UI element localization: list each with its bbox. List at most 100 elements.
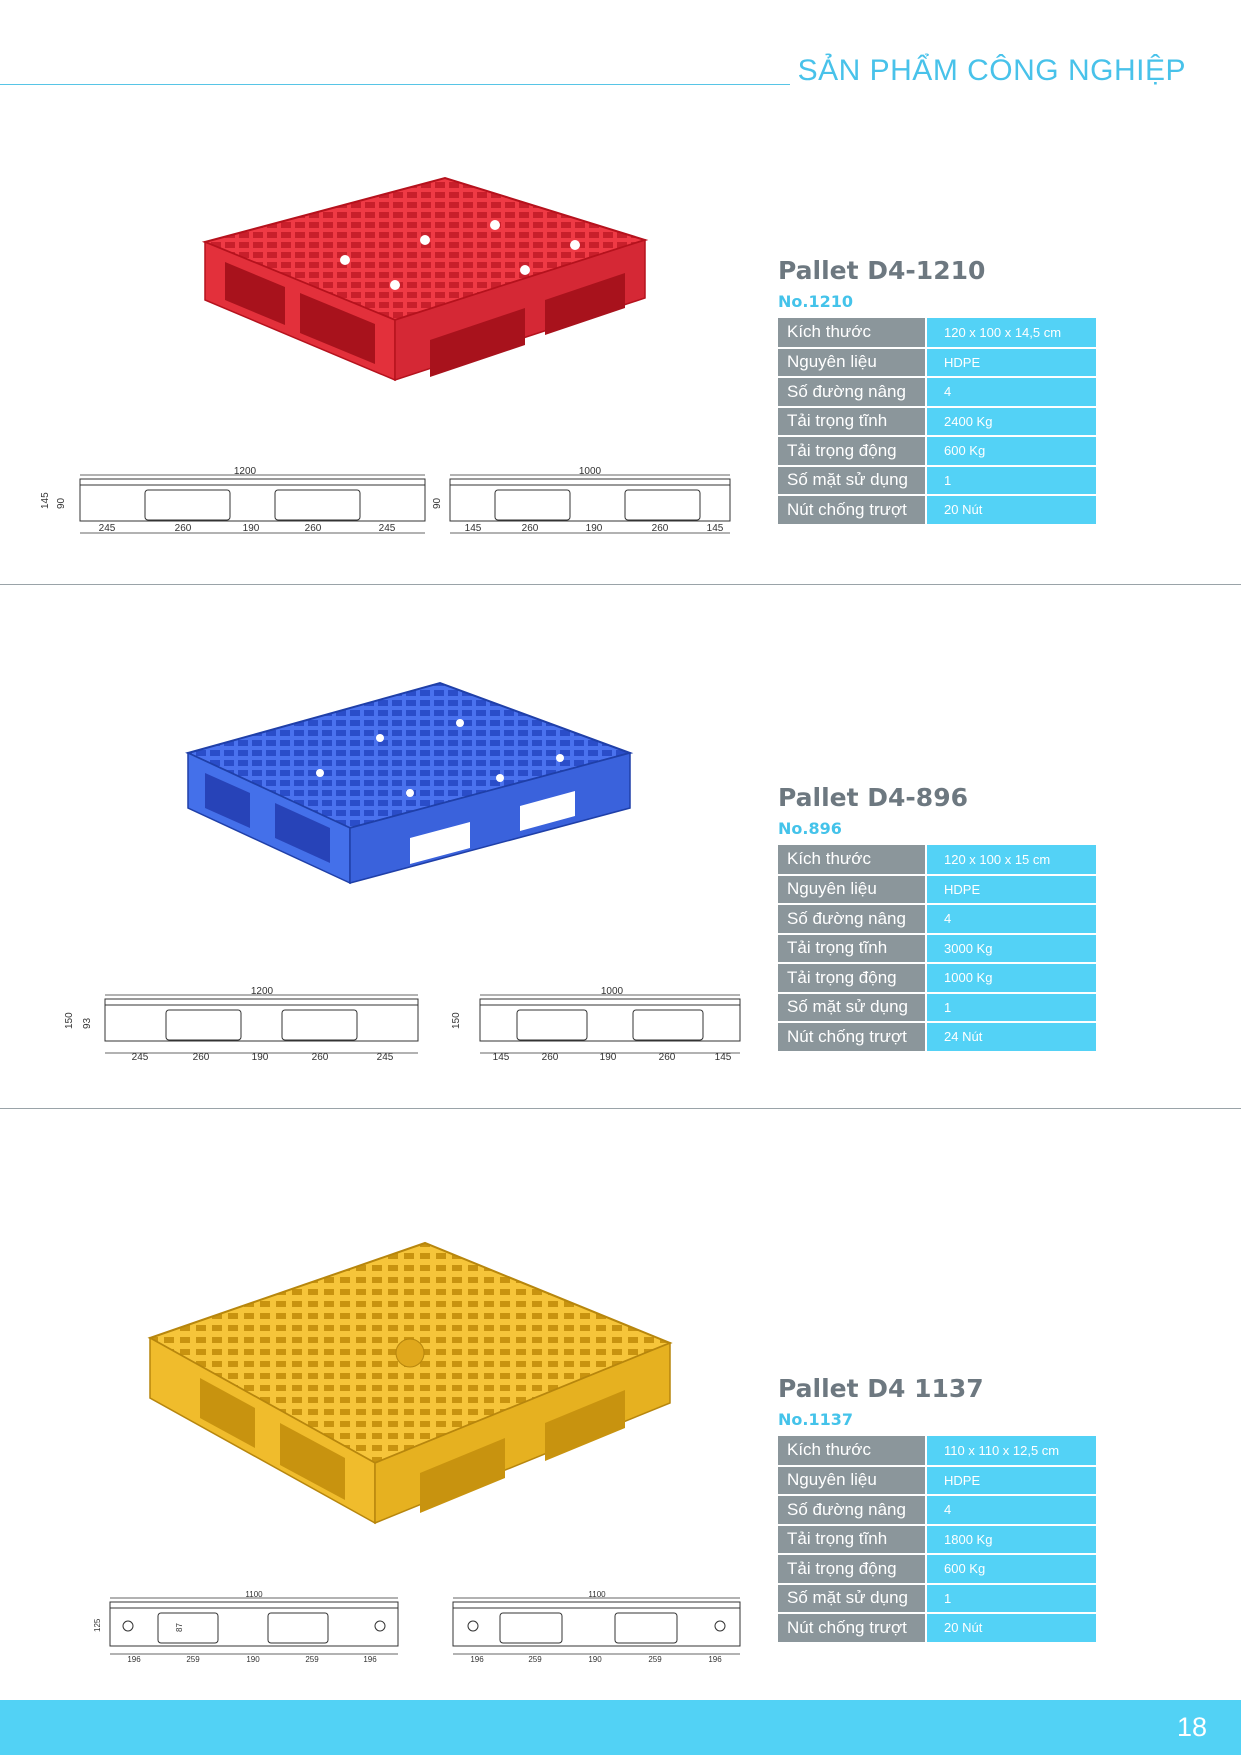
dim-segment: 260 bbox=[312, 1052, 329, 1063]
footer-bar: 18 bbox=[0, 1700, 1241, 1755]
spec-value: 1 bbox=[926, 465, 1096, 496]
spec-label: Nguyên liệu bbox=[778, 874, 927, 905]
dim-segment: 260 bbox=[542, 1052, 559, 1063]
page-title: SẢN PHẨM CÔNG NGHIỆP bbox=[797, 54, 1186, 87]
dim-segment: 145 bbox=[493, 1052, 510, 1063]
dim-height: 90 bbox=[56, 497, 67, 509]
dim-segment: 196 bbox=[470, 1655, 484, 1664]
dim-segment: 190 bbox=[588, 1655, 602, 1664]
spec-label: Kích thước bbox=[778, 1436, 927, 1467]
spec-label: Nguyên liệu bbox=[778, 1465, 927, 1496]
spec-value: 110 x 110 x 12,5 cm bbox=[926, 1436, 1096, 1467]
pallet-image bbox=[201, 176, 649, 382]
spec-label: Số mặt sử dụng bbox=[778, 992, 927, 1023]
dim-segment: 196 bbox=[363, 1655, 377, 1664]
spec-row: Nút chống trượt 20 Nút bbox=[778, 1613, 1096, 1644]
dim-segment: 260 bbox=[175, 523, 192, 534]
technical-drawing-short-side: 1100 196 259 190 259 196 bbox=[452, 1590, 741, 1664]
dim-segment: 245 bbox=[132, 1052, 149, 1063]
spec-row: Tải trọng tĩnh 1800 Kg bbox=[778, 1524, 1096, 1555]
section-divider bbox=[0, 584, 1241, 585]
spec-value: 20 Nút bbox=[926, 1613, 1096, 1644]
spec-label: Nút chống trượt bbox=[778, 495, 927, 526]
spec-value: 3000 Kg bbox=[926, 933, 1096, 964]
dim-height: 145 bbox=[40, 492, 51, 509]
product-name: Pallet D4-1210 bbox=[778, 256, 986, 285]
spec-label: Tải trọng tĩnh bbox=[778, 933, 927, 964]
dim-height: 90 bbox=[432, 497, 443, 509]
dim-height: 93 bbox=[82, 1017, 93, 1029]
pallet-image bbox=[185, 681, 634, 885]
dim-height: 150 bbox=[451, 1012, 462, 1029]
dim-segment: 259 bbox=[305, 1655, 319, 1664]
dim-total: 1000 bbox=[579, 466, 602, 477]
dim-segment: 190 bbox=[246, 1655, 260, 1664]
spec-label: Tải trọng tĩnh bbox=[778, 1524, 927, 1555]
dim-height: 87 bbox=[175, 1623, 184, 1632]
spec-value: 4 bbox=[926, 904, 1096, 935]
spec-value: HDPE bbox=[926, 1465, 1096, 1496]
spec-value: 1000 Kg bbox=[926, 963, 1096, 994]
dim-segment: 259 bbox=[528, 1655, 542, 1664]
spec-table: Kích thước 120 x 100 x 15 cm Nguyên liệu H… bbox=[778, 845, 1096, 1053]
spec-value: 600 Kg bbox=[926, 1554, 1096, 1585]
dim-total: 1000 bbox=[601, 986, 624, 997]
spec-label: Tải trọng động bbox=[778, 963, 927, 994]
spec-row: Số đường nâng 4 bbox=[778, 1495, 1096, 1526]
spec-value: 600 Kg bbox=[926, 436, 1096, 467]
spec-row: Tải trọng động 1000 Kg bbox=[778, 963, 1096, 994]
spec-value: 1 bbox=[926, 1583, 1096, 1614]
dim-segment: 190 bbox=[586, 523, 603, 534]
dim-segment: 190 bbox=[243, 523, 260, 534]
dim-segment: 245 bbox=[377, 1052, 394, 1063]
spec-value: 1800 Kg bbox=[926, 1524, 1096, 1555]
dim-segment: 260 bbox=[305, 523, 322, 534]
spec-label: Nút chống trượt bbox=[778, 1022, 927, 1053]
spec-row: Nguyên liệu HDPE bbox=[778, 1465, 1096, 1496]
spec-value: 24 Nút bbox=[926, 1022, 1096, 1053]
spec-row: Số đường nâng 4 bbox=[778, 904, 1096, 935]
section-divider bbox=[0, 1108, 1241, 1109]
dim-segment: 259 bbox=[648, 1655, 662, 1664]
dim-segment: 190 bbox=[600, 1052, 617, 1063]
spec-table: Kích thước 110 x 110 x 12,5 cm Nguyên liệ… bbox=[778, 1436, 1096, 1644]
spec-row: Nút chống trượt 24 Nút bbox=[778, 1022, 1096, 1053]
spec-row: Tải trọng tĩnh 2400 Kg bbox=[778, 406, 1096, 437]
technical-drawing-long-side: 1200 145 90 245 260 190 260 245 bbox=[40, 466, 426, 534]
spec-row: Số mặt sử dụng 1 bbox=[778, 1583, 1096, 1614]
product-number: No.1210 bbox=[778, 292, 853, 311]
spec-value: 4 bbox=[926, 377, 1096, 408]
pallet-image bbox=[147, 1241, 673, 1525]
dim-total: 1100 bbox=[588, 1590, 606, 1599]
spec-row: Tải trọng động 600 Kg bbox=[778, 436, 1096, 467]
spec-table: Kích thước 120 x 100 x 14,5 cm Nguyên liệ… bbox=[778, 318, 1096, 526]
dim-segment: 245 bbox=[99, 523, 116, 534]
header-rule bbox=[0, 84, 790, 85]
technical-drawing-short-side: 1000 150 145 260 190 260 145 bbox=[451, 986, 741, 1063]
dim-segment: 245 bbox=[379, 523, 396, 534]
technical-drawing-long-side: 1200 150 93 245 260 190 260 245 bbox=[64, 986, 419, 1063]
dim-segment: 145 bbox=[715, 1052, 732, 1063]
spec-label: Số đường nâng bbox=[778, 1495, 927, 1526]
spec-value: 2400 Kg bbox=[926, 406, 1096, 437]
spec-row: Nguyên liệu HDPE bbox=[778, 347, 1096, 378]
spec-value: HDPE bbox=[926, 347, 1096, 378]
dim-height: 125 bbox=[93, 1618, 102, 1632]
spec-label: Số mặt sử dụng bbox=[778, 465, 927, 496]
spec-label: Tải trọng tĩnh bbox=[778, 406, 927, 437]
dim-segment: 145 bbox=[465, 523, 482, 534]
spec-label: Tải trọng động bbox=[778, 1554, 927, 1585]
dim-total: 1200 bbox=[251, 986, 274, 997]
spec-row: Số mặt sử dụng 1 bbox=[778, 465, 1096, 496]
dim-segment: 260 bbox=[652, 523, 669, 534]
spec-value: 120 x 100 x 14,5 cm bbox=[926, 318, 1096, 349]
spec-row: Nút chống trượt 20 Nút bbox=[778, 495, 1096, 526]
dim-segment: 260 bbox=[522, 523, 539, 534]
dim-total: 1100 bbox=[245, 1590, 263, 1599]
spec-row: Kích thước 110 x 110 x 12,5 cm bbox=[778, 1436, 1096, 1467]
product-name: Pallet D4-896 bbox=[778, 783, 968, 812]
technical-drawing-short-side: 1000 90 145 260 190 260 145 bbox=[432, 466, 731, 534]
page-number: 18 bbox=[1176, 1712, 1207, 1742]
spec-row: Nguyên liệu HDPE bbox=[778, 874, 1096, 905]
dim-segment: 260 bbox=[193, 1052, 210, 1063]
